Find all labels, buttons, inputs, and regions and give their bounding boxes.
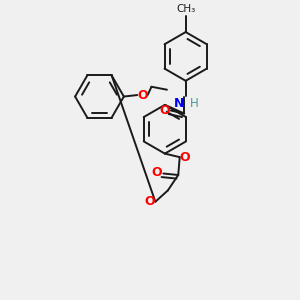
- Text: O: O: [160, 104, 170, 117]
- Text: H: H: [190, 97, 199, 110]
- Text: CH₃: CH₃: [176, 4, 195, 14]
- Text: O: O: [137, 88, 148, 102]
- Text: O: O: [180, 151, 190, 164]
- Text: N: N: [174, 97, 184, 110]
- Text: O: O: [145, 195, 155, 208]
- Text: O: O: [152, 167, 162, 179]
